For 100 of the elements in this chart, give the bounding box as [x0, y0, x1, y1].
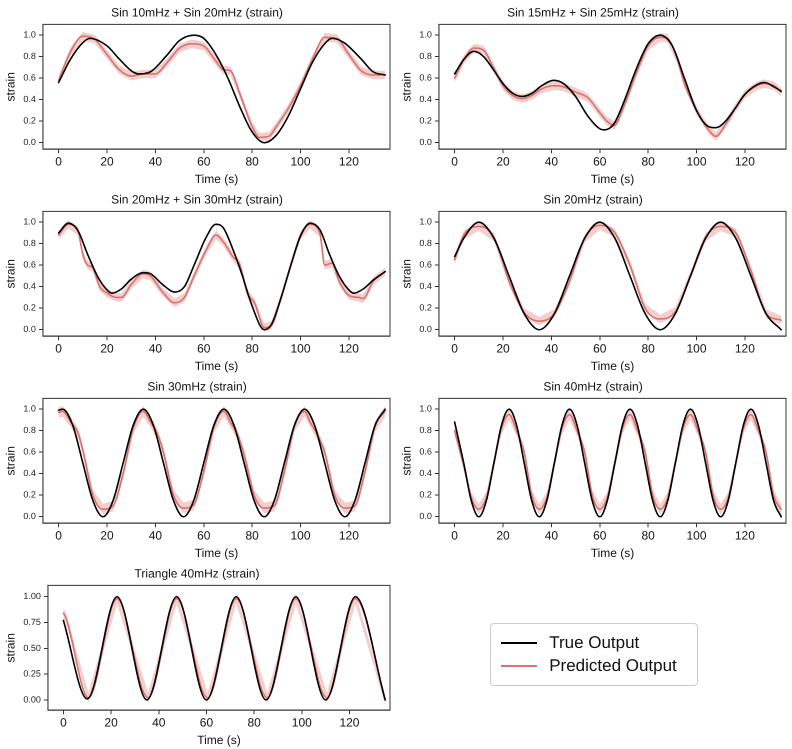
- y-axis-title: strain: [400, 259, 414, 288]
- chart-title: Sin 20mHz + Sin 30mHz (strain): [111, 192, 283, 207]
- x-tick-label: 120: [338, 342, 360, 356]
- x-tick-label: 40: [544, 528, 558, 543]
- y-tick-label: 0.6: [23, 446, 36, 457]
- x-tick-label: 80: [245, 528, 260, 543]
- x-tick-label: 0: [451, 342, 458, 356]
- y-axis-title: strain: [4, 72, 18, 102]
- x-tick-label: 100: [686, 342, 707, 356]
- y-tick-label: 0.6: [419, 446, 432, 457]
- y-tick-label: 0.0: [23, 324, 36, 334]
- y-tick-label: 1.0: [23, 404, 36, 414]
- x-axis-title: Time (s): [194, 546, 238, 560]
- x-tick-label: 60: [593, 528, 607, 543]
- x-tick-label: 60: [593, 342, 607, 356]
- x-tick-label: 100: [290, 342, 311, 356]
- x-axis-title: Time (s): [194, 359, 238, 374]
- x-tick-label: 0: [55, 528, 62, 543]
- x-axis-title: Time (s): [197, 733, 241, 748]
- x-tick-label: 120: [734, 528, 756, 543]
- y-tick-label: 0.4: [23, 468, 36, 478]
- y-tick-label: 0.6: [23, 260, 36, 270]
- x-tick-label: 40: [148, 154, 162, 169]
- x-tick-label: 120: [734, 342, 756, 356]
- legend-label: True Output: [549, 633, 640, 653]
- y-tick-label: 0.6: [419, 260, 432, 270]
- x-tick-label: 60: [593, 154, 607, 169]
- y-tick-label: 1.0: [419, 216, 432, 227]
- x-tick-label: 20: [496, 342, 510, 356]
- y-axis-title: strain: [4, 259, 18, 288]
- x-tick-label: 0: [55, 342, 62, 356]
- chart-title: Sin 15mHz + Sin 25mHz (strain): [507, 6, 679, 20]
- x-tick-label: 80: [245, 342, 260, 356]
- x-tick-label: 120: [338, 528, 360, 543]
- x-tick-label: 80: [641, 342, 656, 356]
- x-tick-label: 100: [290, 528, 311, 543]
- x-tick-label: 100: [686, 154, 707, 169]
- y-tick-label: 0.0: [419, 511, 432, 522]
- y-axis-title: strain: [400, 72, 414, 102]
- x-tick-label: 80: [641, 154, 656, 169]
- y-tick-label: 0.8: [419, 238, 432, 248]
- y-tick-label: 0.8: [23, 238, 36, 248]
- y-tick-label: 0.8: [23, 51, 36, 62]
- y-axis-title: strain: [4, 633, 18, 662]
- y-tick-label: 0.2: [419, 302, 432, 313]
- y-tick-label: 0.8: [23, 425, 36, 436]
- y-tick-label: 0.4: [419, 468, 432, 478]
- x-tick-label: 120: [734, 154, 756, 169]
- y-tick-label: 1.0: [419, 404, 432, 414]
- x-tick-label: 0: [55, 154, 62, 169]
- y-tick-label: 0.6: [419, 72, 432, 83]
- y-tick-label: 0.2: [419, 490, 432, 500]
- y-tick-label: 0.0: [23, 511, 36, 522]
- chart-title: Triangle 40mHz (strain): [134, 566, 260, 581]
- y-tick-label: 0.0: [419, 324, 432, 334]
- x-tick-label: 120: [338, 154, 360, 169]
- x-tick-label: 20: [100, 154, 114, 169]
- chart-title: Sin 40mHz (strain): [543, 380, 643, 394]
- y-tick-label: 1.0: [23, 30, 36, 40]
- y-tick-label: 1.0: [419, 30, 432, 40]
- x-tick-label: 80: [247, 716, 262, 730]
- chart-title: Sin 20mHz (strain): [543, 192, 643, 207]
- x-tick-label: 40: [148, 528, 162, 543]
- x-tick-label: 60: [200, 716, 214, 730]
- x-axis-title: Time (s): [590, 172, 634, 186]
- x-tick-label: 20: [496, 154, 510, 169]
- y-tick-label: 0.0: [23, 137, 36, 148]
- y-tick-label: 0.4: [23, 94, 36, 104]
- x-axis-title: Time (s): [194, 172, 238, 186]
- y-tick-label: 0.2: [23, 490, 36, 500]
- x-tick-label: 20: [496, 528, 510, 543]
- y-tick-label: 0.4: [23, 281, 36, 292]
- y-tick-label: 0.4: [419, 281, 432, 292]
- y-tick-label: 0.0: [419, 137, 432, 148]
- x-tick-label: 120: [339, 716, 360, 730]
- x-tick-label: 40: [152, 716, 166, 730]
- y-tick-label: 0.2: [23, 302, 36, 313]
- x-tick-label: 80: [245, 154, 260, 169]
- y-tick-label: 0.4: [419, 94, 432, 104]
- x-tick-label: 0: [451, 528, 458, 543]
- y-tick-label: 0.8: [419, 51, 432, 62]
- y-tick-label: 0.00: [23, 694, 41, 704]
- x-tick-label: 20: [100, 528, 114, 543]
- y-axis-title: strain: [4, 446, 18, 476]
- x-tick-label: 40: [544, 342, 558, 356]
- y-tick-label: 0.25: [23, 668, 41, 679]
- chart-title: Sin 30mHz (strain): [147, 380, 247, 394]
- y-tick-label: 0.75: [23, 617, 41, 628]
- y-axis-title: strain: [400, 446, 414, 476]
- x-tick-label: 0: [60, 716, 68, 730]
- y-tick-label: 0.2: [23, 116, 36, 126]
- y-tick-label: 1.0: [23, 216, 36, 227]
- x-tick-label: 20: [104, 716, 118, 730]
- x-tick-label: 60: [197, 528, 211, 543]
- x-tick-label: 100: [292, 716, 312, 730]
- x-axis-title: Time (s): [590, 546, 634, 560]
- y-tick-label: 0.50: [23, 642, 41, 653]
- y-tick-label: 0.2: [419, 116, 432, 126]
- x-tick-label: 100: [290, 154, 311, 169]
- x-tick-label: 60: [197, 342, 211, 356]
